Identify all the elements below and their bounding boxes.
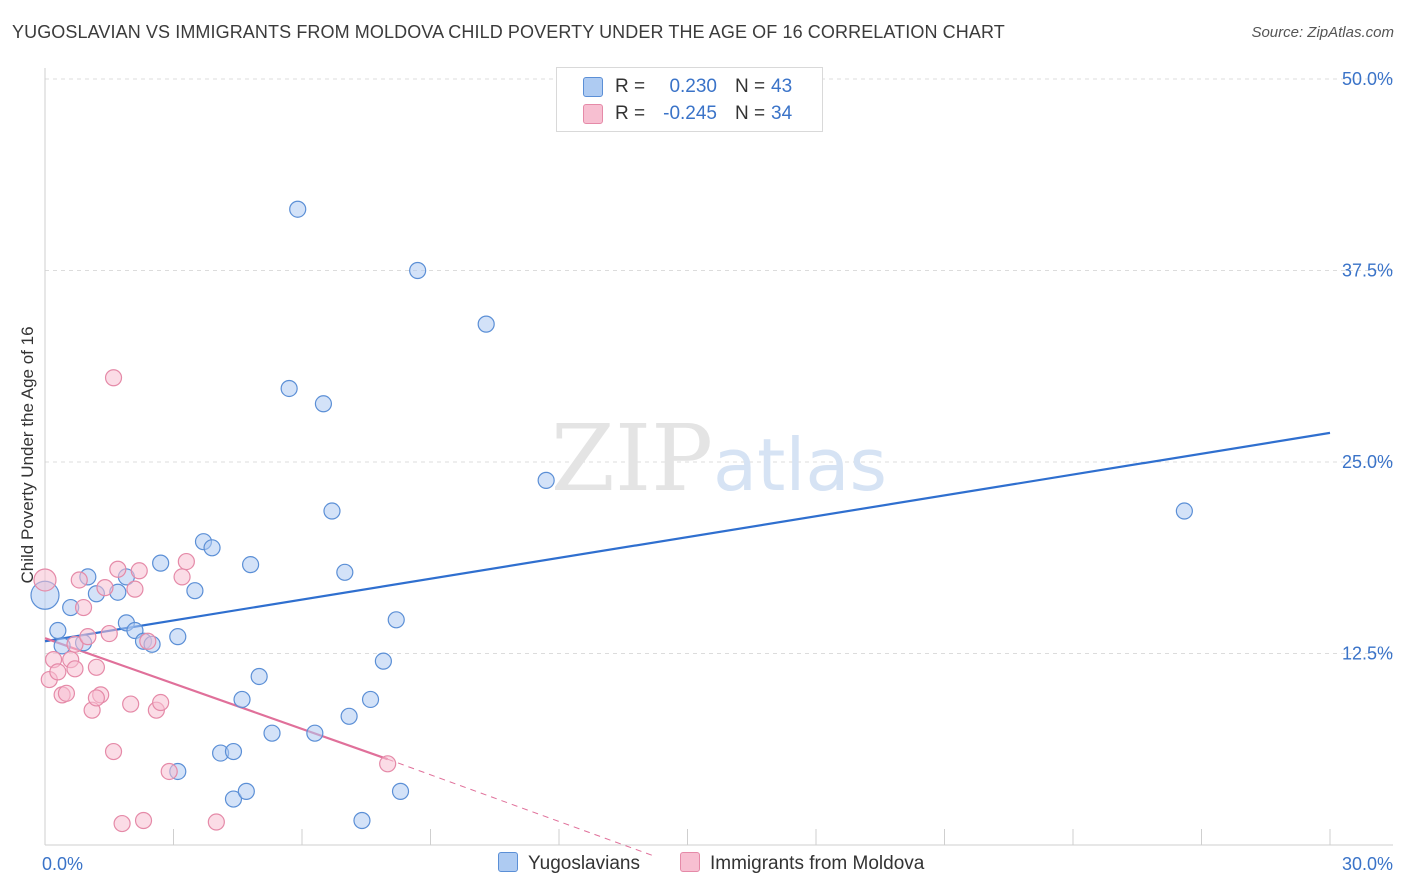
moldova-point [49,663,67,681]
yugoslavian-point [387,611,405,629]
yugoslavian-point [250,667,268,686]
yugoslavian-point [353,811,371,830]
moldova-point [96,579,114,597]
yugoslavian-point [242,556,260,574]
bottom-legend-swatch-pink [680,852,700,872]
gridlines [45,78,1393,654]
legend-row-moldova: R = -0.245 N = 34 [557,101,822,127]
tick-labels: 12.5% 25.0% 37.5% 50.0% 0.0% 30.0% [42,69,1393,874]
yugoslavian-point [289,200,307,218]
y-tick-label: 25.0% [1342,452,1393,472]
yugoslavian-point [537,471,555,489]
moldova-point [160,762,178,781]
moldova-point [113,814,131,833]
bottom-legend-label: Immigrants from Moldova [710,853,925,874]
trendlines [44,431,1331,857]
legend-swatch-pink [583,104,603,124]
watermark-atlas: atlas [713,423,887,507]
moldova-point [109,560,127,578]
correlation-legend: R = 0.230 N = 43 R = -0.245 N = 34 [556,67,823,132]
moldova-point [177,552,195,571]
data-points [30,200,1193,833]
legend-r-value: -0.245 [663,103,717,124]
yugoslavian-point [186,582,204,600]
yugoslavian-point [336,563,354,581]
moldova-point [104,369,123,387]
yugoslavian-trendline [44,431,1331,643]
yugoslavian-point [314,395,333,413]
yugoslavian-point [374,652,392,670]
bottom-legend-yugoslavians: Yugoslavians [498,852,640,875]
moldova-point [134,811,153,830]
x-tick-label: 0.0% [42,854,83,874]
watermark: ZIP atlas [551,405,887,512]
bottom-legend-moldova: Immigrants from Moldova [680,852,924,875]
yugoslavian-point [237,782,255,800]
legend-r-label: R = [615,76,646,97]
yugoslavian-point [263,724,281,742]
yugoslavian-point [323,502,341,520]
moldova-point [87,689,106,707]
y-tick-label: 50.0% [1342,69,1393,89]
yugoslavian-point [409,261,427,280]
legend-r-label: R = [615,103,646,124]
moldova-point [139,632,157,650]
moldova-point [100,624,118,643]
legend-r-value: 0.230 [669,76,717,97]
legend-row-yugoslavians: R = 0.230 N = 43 [557,74,822,100]
moldova-point [173,568,191,586]
yugoslavian-point [224,742,243,761]
yugoslavian-point [49,621,67,640]
yugoslavian-point [477,315,495,333]
moldova-point [79,628,97,646]
moldova-point [126,580,144,598]
moldova-point [130,562,148,580]
yugoslavian-point [340,707,358,725]
legend-n-value: 43 [771,76,793,97]
legend-swatch-blue [583,77,603,97]
yugoslavian-point [169,628,187,646]
moldova-point [122,695,140,713]
bottom-legend-swatch-blue [498,852,518,872]
moldova-point [379,755,397,773]
y-tick-label: 37.5% [1342,261,1393,281]
yugoslavian-point [306,724,324,742]
yugoslavian-point [361,690,380,709]
source-label: Source: ZipAtlas.com [1251,24,1394,41]
chart-title: YUGOSLAVIAN VS IMMIGRANTS FROM MOLDOVA C… [12,22,1005,42]
y-axis-label: Child Poverty Under the Age of 16 [18,326,37,584]
watermark-zip: ZIP [551,405,713,512]
moldova-point [152,693,170,712]
moldova-point [207,813,225,831]
moldova-trendline [44,637,389,761]
moldova-trendline-extension [387,758,654,857]
moldova-point [74,598,93,617]
legend-n-label: N = [735,76,766,97]
bottom-legend-label: Yugoslavians [528,853,640,874]
yugoslavian-point [280,379,298,398]
yugoslavian-point [391,782,410,800]
y-tick-label: 12.5% [1342,644,1393,664]
yugoslavian-point [233,690,251,709]
x-tick-label: 30.0% [1342,854,1393,874]
moldova-point [66,660,84,678]
moldova-point [70,571,88,589]
moldova-point [104,742,123,761]
moldova-point [57,684,76,702]
yugoslavian-point [1175,502,1193,520]
yugoslavian-point [152,554,170,572]
moldova-point [87,658,106,676]
moldova-point [33,568,57,592]
legend-n-value: 34 [771,103,793,124]
legend-n-label: N = [735,103,766,124]
axes [44,68,1393,846]
moldova-point [66,635,84,653]
yugoslavian-point [203,539,221,557]
yugoslavian-point [224,790,243,808]
